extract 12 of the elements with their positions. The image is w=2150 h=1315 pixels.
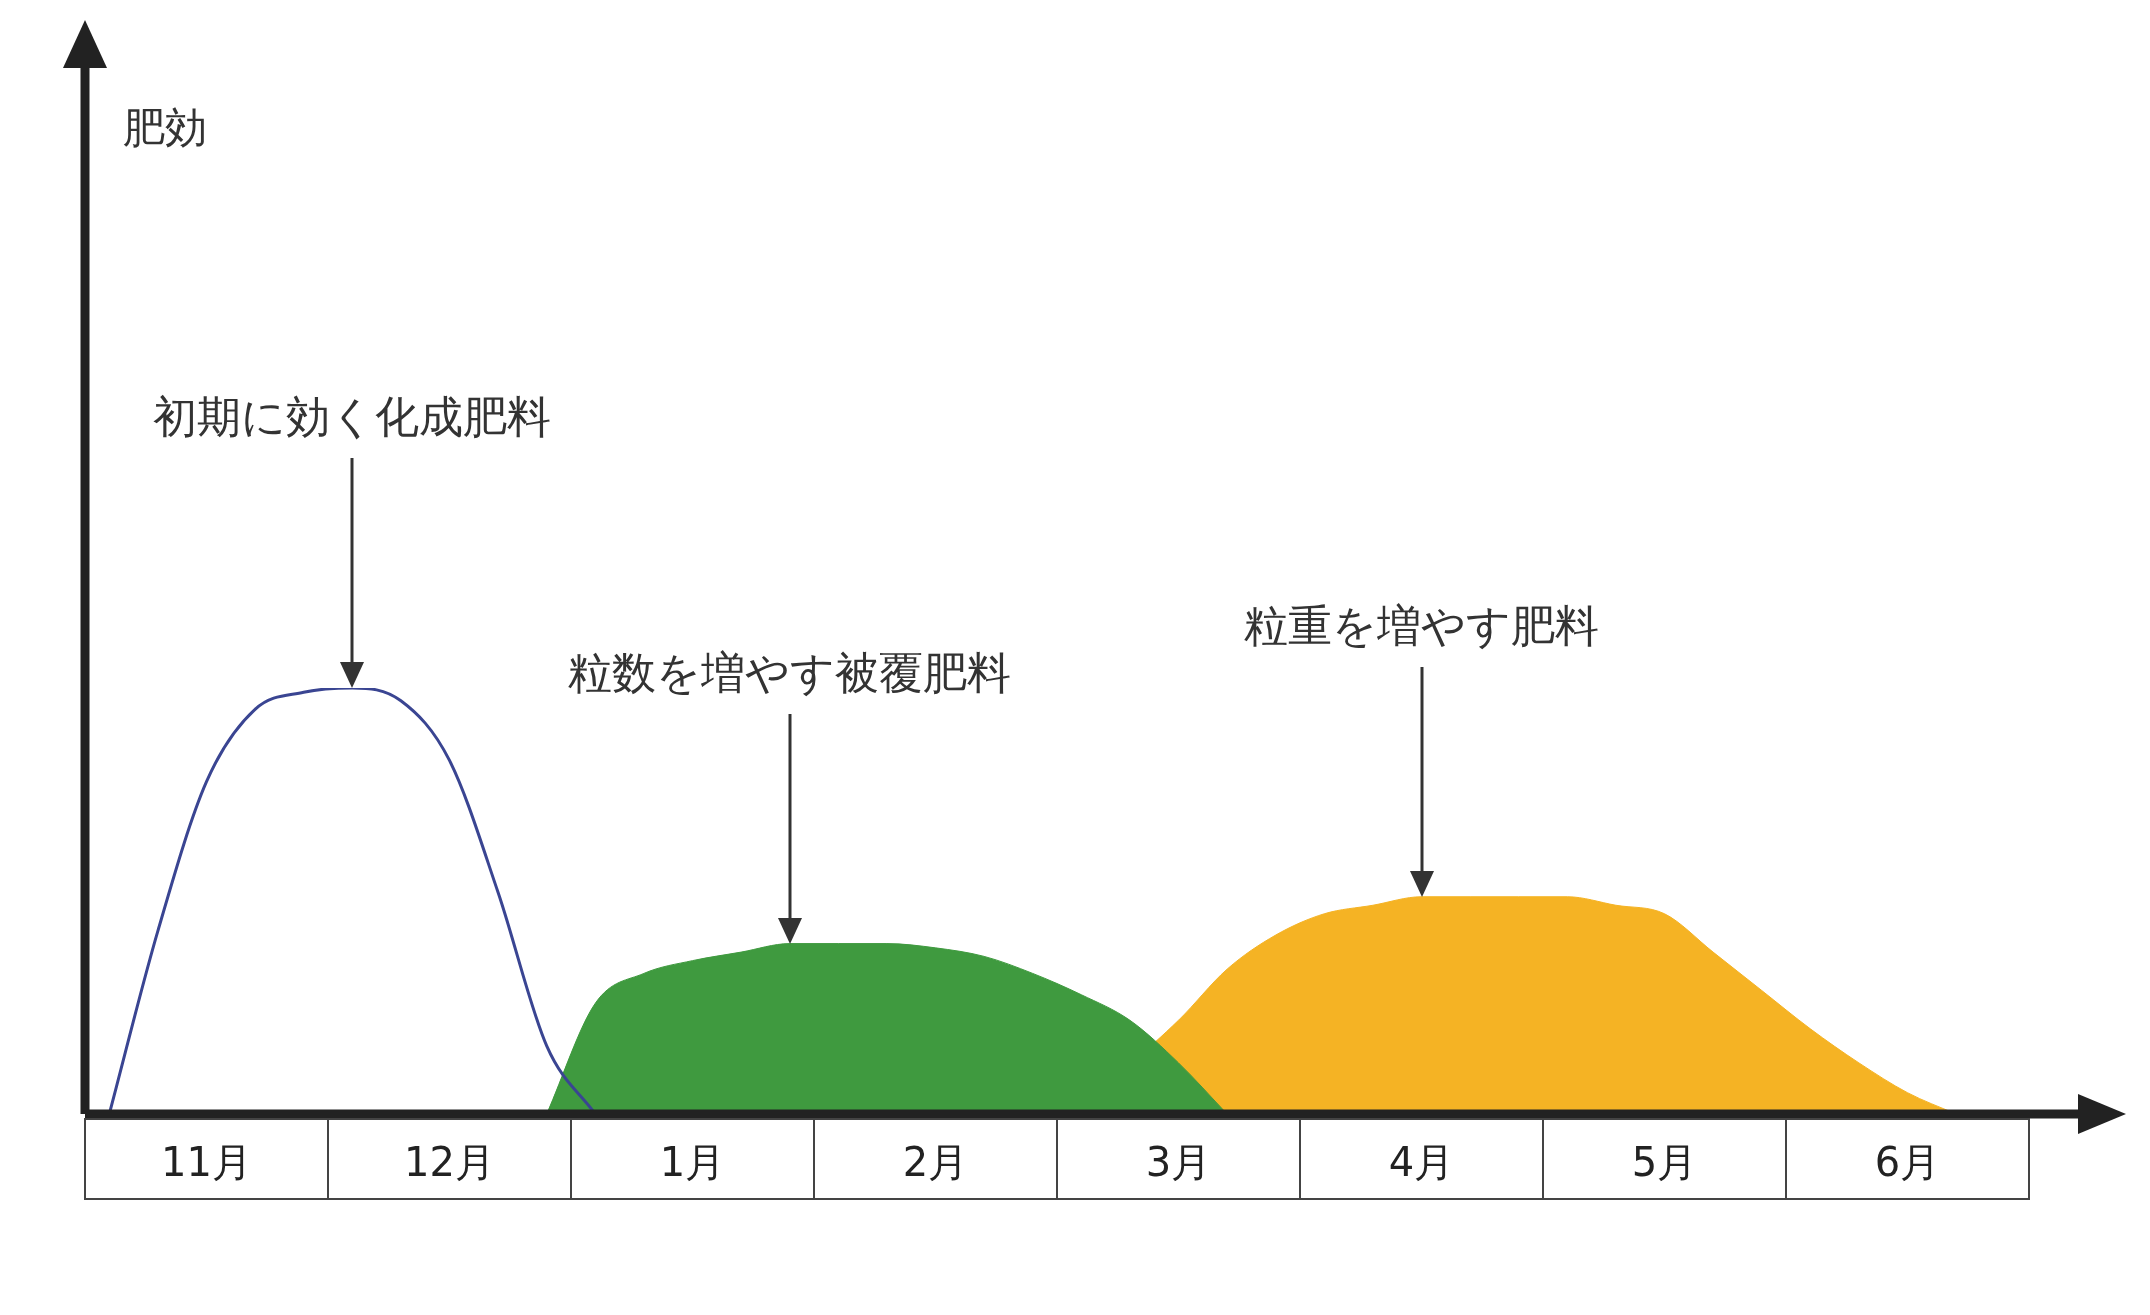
annotation: 粒数を増やす被覆肥料 [567,645,1013,700]
x-tick-label: 12月 [404,1139,495,1186]
x-tick-label: 4月 [1388,1139,1455,1186]
x-tick-label: 5月 [1631,1139,1698,1186]
x-tick-label: 2月 [902,1139,969,1186]
x-tick-label: 1月 [659,1139,726,1186]
text: 粒重を増やす肥料 [1243,598,1600,653]
text: 肥効 [123,102,207,154]
x-tick-label: 3月 [1145,1139,1212,1186]
x-tick-label: 6月 [1874,1139,1941,1186]
text: 初期に効く化成肥料 [152,390,553,444]
x-tick-label: 11月 [161,1139,252,1186]
